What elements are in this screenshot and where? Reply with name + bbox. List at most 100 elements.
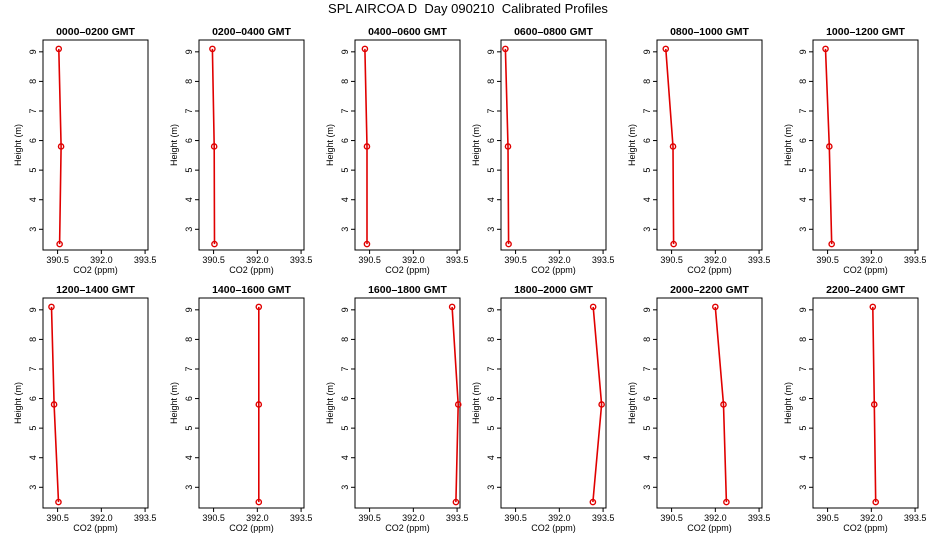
y-axis-label: Height (m) [169,124,179,166]
data-point [589,303,597,311]
y-tick-label: 8 [28,79,38,84]
x-tick-label: 390.5 [202,513,225,523]
y-tick-label: 6 [798,138,808,143]
y-tick-label: 9 [28,49,38,54]
x-tick-label: 393.5 [134,513,157,523]
y-axis-label: Height (m) [783,124,793,166]
y-tick-label: 9 [642,49,652,54]
x-axis-label: CO2 (ppm) [229,265,274,275]
data-point [720,401,727,408]
data-point [363,240,371,248]
y-axis-label: Height (m) [169,382,179,424]
y-tick-label: 8 [28,337,38,342]
y-tick-label: 7 [486,366,496,371]
y-tick-label: 5 [642,426,652,431]
y-tick-label: 5 [486,426,496,431]
data-point [869,303,877,311]
y-tick-label: 4 [28,197,38,202]
profile-panel-2: 0400–0600 GMT 390.5 392.0 393.5 3 4 5 6 7 8 9 CO2 (… [325,26,468,275]
y-tick-label: 7 [184,366,194,371]
y-tick-label: 8 [340,337,350,342]
y-tick-label: 3 [798,485,808,490]
plot-frame [812,297,919,509]
y-tick-label: 9 [340,307,350,312]
x-tick-label: 390.5 [358,255,381,265]
y-axis-label: Height (m) [627,124,637,166]
panel-title: 2200–2400 GMT [826,284,905,296]
plot-frame [42,297,149,509]
y-tick-label: 8 [486,79,496,84]
data-point [57,143,65,150]
x-tick-label: 393.5 [290,255,313,265]
data-point [822,45,829,53]
y-axis-label: Height (m) [471,382,481,424]
x-axis-label: CO2 (ppm) [843,523,888,533]
data-point [826,143,833,150]
x-axis-label: CO2 (ppm) [73,523,118,533]
x-tick-label: 392.0 [860,255,883,265]
y-tick-label: 7 [486,108,496,113]
x-axis-label: CO2 (ppm) [73,265,118,275]
y-tick-label: 6 [486,138,496,143]
y-tick-label: 5 [798,426,808,431]
panel-title: 0600–0800 GMT [514,26,593,38]
y-tick-label: 5 [642,168,652,173]
y-tick-label: 4 [340,197,350,202]
y-tick-label: 4 [340,455,350,460]
panel-title: 1200–1400 GMT [56,284,135,296]
plot-frame [812,39,919,251]
y-tick-label: 5 [28,426,38,431]
x-tick-label: 390.5 [46,513,69,523]
x-tick-label: 393.5 [134,255,157,265]
data-point [50,401,58,408]
y-tick-label: 6 [184,396,194,401]
x-axis-label: CO2 (ppm) [843,265,888,275]
y-tick-label: 3 [340,227,350,232]
y-tick-label: 6 [486,396,496,401]
y-tick-label: 3 [486,485,496,490]
y-tick-label: 7 [340,366,350,371]
x-tick-label: 390.5 [46,255,69,265]
data-point [870,401,878,408]
data-point [55,45,63,53]
y-axis-label: Height (m) [13,382,23,424]
data-point [448,303,456,311]
x-tick-label: 392.0 [402,255,425,265]
x-axis-label: CO2 (ppm) [229,523,274,533]
x-tick-label: 390.5 [660,513,683,523]
y-tick-label: 7 [340,108,350,113]
x-tick-label: 392.0 [90,255,113,265]
plot-frame [354,297,461,509]
data-point [210,143,218,150]
series-line [451,306,460,503]
x-tick-label: 393.5 [592,513,615,523]
data-point [452,498,460,506]
y-tick-label: 3 [28,227,38,232]
x-tick-label: 393.5 [748,513,771,523]
profile-panel-1: 0200–0400 GMT 390.5 392.0 393.5 3 4 5 6 7 8 9 CO2 (… [169,26,312,275]
panel-title: 0800–1000 GMT [670,26,749,38]
series-line [592,306,603,503]
series-line [50,306,60,503]
y-axis-label: Height (m) [13,124,23,166]
y-tick-label: 6 [798,396,808,401]
series-line [872,306,877,503]
data-point [502,45,509,53]
y-tick-label: 6 [340,138,350,143]
plot-frame [42,39,149,251]
x-tick-label: 393.5 [446,513,469,523]
profile-panel-4: 0800–1000 GMT 390.5 392.0 393.5 3 4 5 6 7 8 9 CO2 (… [627,26,770,275]
y-tick-label: 4 [184,197,194,202]
x-tick-label: 392.0 [402,513,425,523]
y-tick-label: 8 [486,337,496,342]
profile-panel-10: 2000–2200 GMT 390.5 392.0 393.5 3 4 5 6 7 8 9 CO2 (… [627,284,770,533]
profile-panel-7: 1400–1600 GMT 390.5 392.0 393.5 3 4 5 6 7 8 9 CO2 (… [169,284,312,533]
y-tick-label: 8 [184,337,194,342]
data-point [56,240,63,248]
data-point [712,303,719,311]
y-tick-label: 4 [486,197,496,202]
y-axis-label: Height (m) [783,382,793,424]
series-line [364,48,368,245]
x-axis-label: CO2 (ppm) [531,265,576,275]
